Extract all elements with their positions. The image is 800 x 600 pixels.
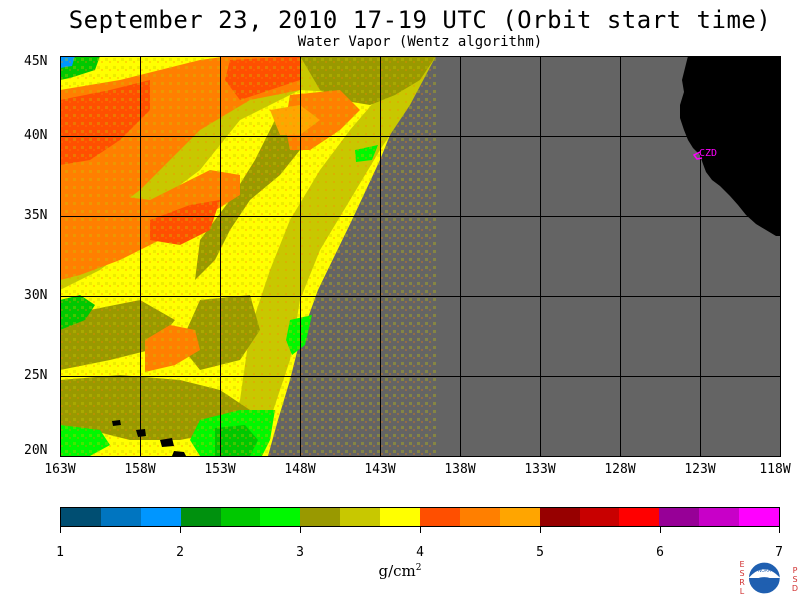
- colorbar-label-5: 5: [536, 545, 544, 560]
- colorbar-label-1: 1: [56, 545, 64, 560]
- colorbar-unit: g/cm2: [360, 562, 440, 580]
- lon-label-123w: 123W: [684, 462, 716, 477]
- colorbar-tick: [180, 527, 181, 533]
- colorbar-label-2: 2: [176, 545, 184, 560]
- lat-label-35n: 35N: [24, 208, 48, 223]
- station-label: CZD: [699, 148, 717, 159]
- colorbar-swatch: [260, 508, 301, 526]
- land-california: [680, 56, 780, 236]
- island-maui: [160, 438, 174, 447]
- colorbar-label-3: 3: [296, 545, 304, 560]
- colorbar-swatch: [499, 508, 540, 526]
- island-hawaii: [172, 451, 186, 456]
- colorbar-label-7: 7: [775, 545, 783, 560]
- lon-label-118w: 118W: [759, 462, 791, 477]
- colorbar-swatch: [659, 508, 700, 526]
- colorbar-swatch: [100, 508, 141, 526]
- colorbar-swatch: [220, 508, 261, 526]
- colorbar-swatch: [340, 508, 381, 526]
- logo-left-letters: E S R L: [739, 560, 745, 596]
- map-subtitle: Water Vapor (Wentz algorithm): [297, 34, 543, 50]
- colorbar-tick: [540, 527, 541, 533]
- lon-label-143w: 143W: [364, 462, 396, 477]
- lat-label-20n: 20N: [24, 443, 48, 458]
- colorbar-swatch: [420, 508, 460, 526]
- colorbar-label-4: 4: [416, 545, 424, 560]
- lon-label-128w: 128W: [604, 462, 636, 477]
- lon-label-148w: 148W: [284, 462, 316, 477]
- colorbar-swatch: [61, 508, 101, 526]
- colorbar-swatch: [699, 508, 740, 526]
- colorbar-swatch: [739, 508, 780, 526]
- colorbar-swatch: [180, 508, 221, 526]
- colorbar-swatch: [579, 508, 620, 526]
- colorbar-tick: [420, 527, 421, 533]
- lon-label-153w: 153W: [204, 462, 236, 477]
- colorbar-tick: [300, 527, 301, 533]
- lon-label-158w: 158W: [124, 462, 156, 477]
- station-marker-icon: [692, 151, 703, 160]
- colorbar-tick: [60, 527, 61, 533]
- lon-label-133w: 133W: [524, 462, 556, 477]
- colorbar-swatch: [300, 508, 341, 526]
- colorbar-tick: [660, 527, 661, 533]
- lat-label-30n: 30N: [24, 288, 48, 303]
- logo-right-letters: P S D: [791, 566, 799, 593]
- logo-badge-text: NOAA: [758, 568, 771, 574]
- colorbar-label-6: 6: [656, 545, 664, 560]
- map-title: September 23, 2010 17-19 UTC (Orbit star…: [68, 6, 772, 34]
- colorbar-swatch: [619, 508, 660, 526]
- lon-label-163w: 163W: [44, 462, 76, 477]
- unit-text: g/cm: [378, 562, 416, 580]
- colorbar-swatch: [539, 508, 580, 526]
- colorbar-swatch: [459, 508, 500, 526]
- map-grid: [60, 56, 780, 456]
- lat-label-25n: 25N: [24, 368, 48, 383]
- color-scale-bar: [60, 507, 780, 527]
- colorbar-swatch: [140, 508, 181, 526]
- island-kauai: [112, 420, 121, 426]
- lon-label-138w: 138W: [444, 462, 476, 477]
- noaa-logo-icon: NOAA: [748, 561, 781, 595]
- lat-label-45n: 45N: [24, 54, 48, 69]
- lat-label-40n: 40N: [24, 128, 48, 143]
- map-frame: [60, 56, 781, 457]
- colorbar-swatch: [380, 508, 421, 526]
- unit-exponent: 2: [415, 563, 422, 573]
- map-field: CZD: [60, 56, 780, 456]
- colorbar-tick: [779, 527, 780, 533]
